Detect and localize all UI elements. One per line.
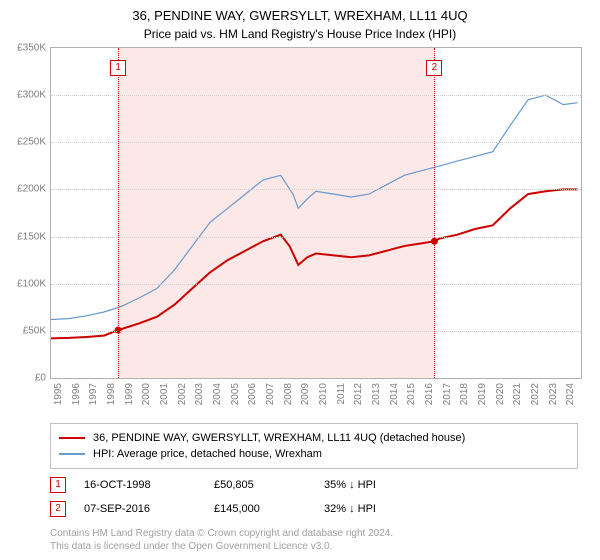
sale-row-marker: 1 <box>50 477 66 493</box>
legend-item: HPI: Average price, detached house, Wrex… <box>59 446 569 462</box>
footer-attribution: Contains HM Land Registry data © Crown c… <box>50 527 600 553</box>
x-axis-label: 2010 <box>318 383 329 405</box>
sale-date: 16-OCT-1998 <box>84 479 214 491</box>
sale-delta: 32% ↓ HPI <box>324 503 424 515</box>
sale-date: 07-SEP-2016 <box>84 503 214 515</box>
x-axis-label: 2022 <box>530 383 541 405</box>
series-line-hpi <box>51 95 578 319</box>
sale-row: 2 07-SEP-2016£145,00032% ↓ HPI <box>50 501 600 517</box>
x-axis-label: 1996 <box>71 383 82 405</box>
x-axis-label: 2004 <box>212 383 223 405</box>
y-axis-label: £250K <box>0 137 46 148</box>
chart-svg <box>51 48 581 378</box>
legend-label: HPI: Average price, detached house, Wrex… <box>93 448 322 460</box>
chart-plot-area: £0£50K£100K£150K£200K£250K£300K£350K12 <box>50 47 582 379</box>
x-axis-label: 2003 <box>194 383 205 405</box>
x-axis-label: 2005 <box>230 383 241 405</box>
y-axis-label: £200K <box>0 184 46 195</box>
x-axis-label: 2016 <box>424 383 435 405</box>
x-axis-label: 2020 <box>495 383 506 405</box>
x-axis-label: 2011 <box>336 383 347 405</box>
sale-price: £145,000 <box>214 503 324 515</box>
y-axis-label: £150K <box>0 231 46 242</box>
x-axis-label: 2015 <box>406 383 417 405</box>
page-subtitle: Price paid vs. HM Land Registry's House … <box>0 23 600 47</box>
legend-swatch <box>59 437 85 439</box>
x-axis-label: 2014 <box>389 383 400 405</box>
legend-swatch <box>59 453 85 455</box>
x-axis-label: 2006 <box>247 383 258 405</box>
sale-marker-box: 1 <box>110 60 126 76</box>
x-axis-label: 2008 <box>283 383 294 405</box>
x-axis-label: 2012 <box>353 383 364 405</box>
sale-delta: 35% ↓ HPI <box>324 479 424 491</box>
legend-label: 36, PENDINE WAY, GWERSYLLT, WREXHAM, LL1… <box>93 432 465 444</box>
footer-line-2: This data is licensed under the Open Gov… <box>50 540 600 553</box>
x-axis-label: 2017 <box>442 383 453 405</box>
sale-marker-line <box>434 48 435 378</box>
x-axis-label: 2000 <box>141 383 152 405</box>
y-axis-label: £300K <box>0 90 46 101</box>
x-axis-label: 1998 <box>106 383 117 405</box>
footer-line-1: Contains HM Land Registry data © Crown c… <box>50 527 600 540</box>
x-axis-label: 2021 <box>512 383 523 405</box>
gridline <box>51 331 581 332</box>
series-line-property <box>51 189 578 338</box>
y-axis-label: £50K <box>0 325 46 336</box>
y-axis-label: £350K <box>0 43 46 54</box>
y-axis-label: £100K <box>0 278 46 289</box>
x-axis-label: 2018 <box>459 383 470 405</box>
x-axis-label: 1997 <box>88 383 99 405</box>
x-axis-label: 2023 <box>548 383 559 405</box>
x-axis-label: 2013 <box>371 383 382 405</box>
x-axis-label: 1999 <box>124 383 135 405</box>
gridline <box>51 95 581 96</box>
x-axis-labels: 1995 1996 1997 1998 1999 2000 2001 2002 2003 2004… <box>50 379 580 419</box>
x-axis-label: 1995 <box>53 383 64 405</box>
legend-item: 36, PENDINE WAY, GWERSYLLT, WREXHAM, LL1… <box>59 430 569 446</box>
legend: 36, PENDINE WAY, GWERSYLLT, WREXHAM, LL1… <box>50 423 578 469</box>
x-axis-label: 2001 <box>159 383 170 405</box>
sale-price: £50,805 <box>214 479 324 491</box>
x-axis-label: 2019 <box>477 383 488 405</box>
x-axis-label: 2002 <box>177 383 188 405</box>
sale-marker-line <box>118 48 119 378</box>
gridline <box>51 142 581 143</box>
gridline <box>51 237 581 238</box>
x-axis-label: 2024 <box>565 383 576 405</box>
page-title: 36, PENDINE WAY, GWERSYLLT, WREXHAM, LL1… <box>0 0 600 23</box>
x-axis-label: 2009 <box>300 383 311 405</box>
sale-row-marker: 2 <box>50 501 66 517</box>
sale-row: 1 16-OCT-1998£50,80535% ↓ HPI <box>50 477 600 493</box>
sale-marker-box: 2 <box>426 60 442 76</box>
gridline <box>51 284 581 285</box>
x-axis-label: 2007 <box>265 383 276 405</box>
y-axis-label: £0 <box>0 373 46 384</box>
gridline <box>51 189 581 190</box>
